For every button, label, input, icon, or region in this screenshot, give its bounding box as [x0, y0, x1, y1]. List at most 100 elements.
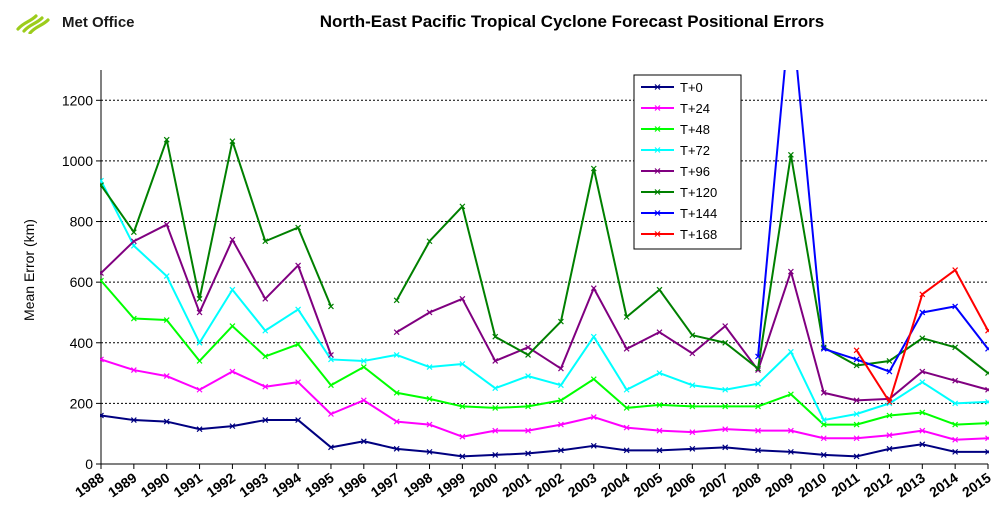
data-point [426, 448, 433, 455]
data-point [393, 329, 400, 336]
data-point [262, 295, 269, 302]
data-point [787, 348, 794, 355]
data-point [623, 405, 630, 411]
data-point [492, 451, 499, 458]
x-tick-label: 1999 [433, 469, 468, 500]
legend-label: T+120 [680, 185, 717, 200]
data-point [755, 365, 761, 372]
data-point [689, 429, 696, 436]
x-tick-label: 1995 [302, 469, 337, 500]
data-point [919, 379, 926, 386]
series-tplus0 [100, 412, 989, 460]
data-point [787, 427, 794, 434]
data-point [525, 351, 531, 358]
data-point [229, 323, 236, 330]
data-point [689, 403, 696, 410]
x-tick-label: 2010 [795, 469, 830, 500]
x-tick-label: 2005 [631, 469, 666, 500]
data-point [820, 421, 827, 428]
data-point [130, 367, 137, 373]
data-point [952, 267, 959, 273]
data-point [985, 398, 989, 405]
y-tick-label: 400 [70, 335, 94, 351]
data-point [558, 447, 564, 454]
data-point [229, 138, 236, 145]
data-point [100, 270, 104, 276]
data-point [689, 445, 696, 452]
data-point [886, 398, 893, 405]
series-layer [100, 70, 989, 460]
data-point [262, 327, 269, 334]
data-point [163, 221, 170, 228]
data-point [459, 453, 466, 460]
data-point [558, 365, 564, 372]
legend-marker [654, 126, 661, 132]
legend: T+0 T+24 T+48 T+72 T+96 T+120 T+144 T+168 [633, 74, 742, 250]
data-point [886, 445, 893, 452]
data-point [196, 358, 203, 364]
data-point [163, 136, 170, 143]
data-point [656, 370, 663, 377]
data-point [328, 303, 334, 310]
data-point [787, 391, 794, 398]
data-point [262, 238, 269, 245]
series-tplus168 [853, 267, 989, 405]
data-point [328, 444, 334, 451]
data-point [985, 386, 989, 393]
data-point [100, 412, 104, 419]
x-tick-label: 2001 [499, 469, 534, 500]
x-tick-label: 2009 [762, 469, 797, 500]
y-tick-label: 0 [85, 456, 93, 472]
x-tick-label: 2014 [926, 469, 961, 500]
x-tick-label: 1989 [105, 469, 140, 500]
x-tick-label: 1998 [401, 469, 436, 500]
y-axis-label: Mean Error (km) [21, 219, 37, 321]
data-point [130, 417, 137, 423]
series-line [100, 358, 989, 441]
legend-marker [654, 210, 661, 216]
x-tick-label: 2012 [860, 469, 895, 500]
data-point [755, 380, 761, 387]
data-point [820, 451, 827, 458]
data-point [558, 421, 564, 428]
x-tick-label: 1990 [138, 469, 173, 500]
data-point [952, 344, 959, 351]
data-point [722, 339, 729, 346]
data-point [459, 203, 466, 210]
y-tick-label: 1200 [62, 92, 93, 108]
data-point [787, 151, 794, 158]
data-point [196, 339, 203, 346]
data-point [820, 417, 827, 423]
data-point [492, 427, 499, 434]
y-tick-label: 800 [70, 214, 94, 230]
data-point [525, 450, 531, 457]
data-point [262, 353, 269, 360]
data-point [919, 409, 926, 416]
x-tick-label: 2011 [828, 469, 862, 500]
data-point [590, 333, 597, 340]
data-point [328, 411, 334, 417]
series-line [100, 138, 332, 307]
data-point [820, 345, 827, 352]
legend-box [633, 74, 742, 250]
data-point [952, 436, 959, 443]
data-point [295, 379, 302, 386]
data-point [100, 277, 104, 284]
x-tick-label: 1997 [368, 469, 403, 500]
data-point [656, 329, 663, 336]
series-tplus24 [100, 356, 989, 443]
data-point [689, 382, 696, 389]
data-point [163, 373, 170, 380]
data-point [952, 400, 959, 407]
data-point [623, 386, 630, 393]
data-point [163, 273, 170, 280]
data-point [755, 353, 761, 360]
met-office-logo-icon [16, 14, 50, 34]
data-point [952, 377, 959, 384]
series-tplus96 [100, 221, 989, 404]
data-point [262, 383, 269, 390]
data-point [360, 358, 367, 364]
series-line [100, 279, 989, 426]
data-point [886, 358, 893, 364]
